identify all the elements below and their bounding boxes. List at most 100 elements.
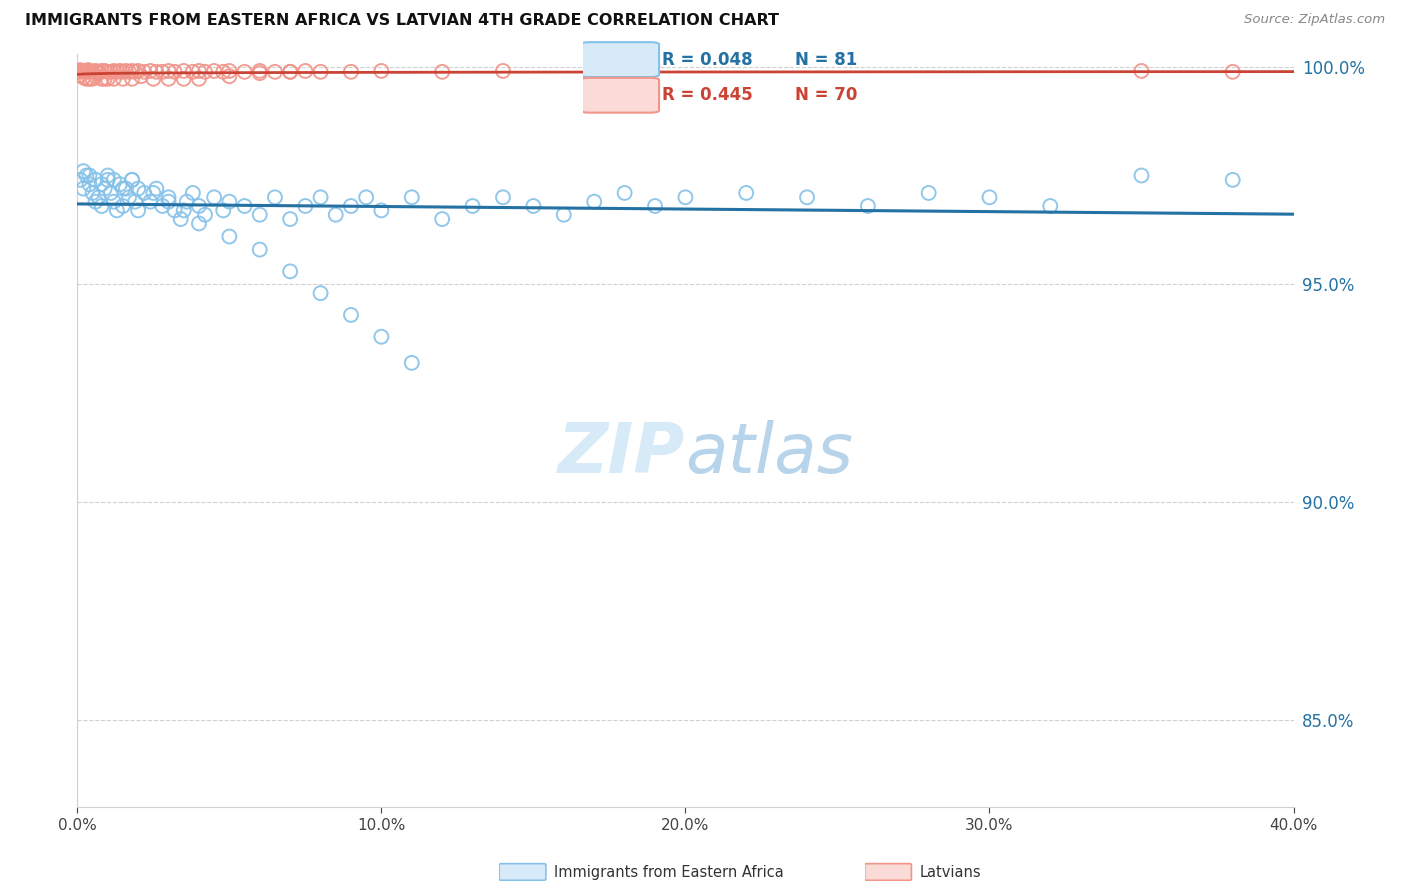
Point: [173, 203, 195, 218]
Point: [111, 71, 134, 86]
Point: [145, 65, 167, 79]
Text: atlas: atlas: [686, 419, 853, 486]
Point: [354, 190, 377, 204]
Point: [127, 64, 149, 78]
Point: [121, 71, 143, 86]
Point: [121, 173, 143, 187]
Point: [75, 71, 97, 86]
Point: [157, 190, 180, 204]
Point: [1130, 169, 1153, 183]
Point: [370, 329, 392, 343]
Point: [176, 194, 198, 209]
Point: [103, 173, 125, 187]
Point: [218, 64, 240, 78]
Point: [105, 203, 128, 218]
Point: [100, 65, 122, 79]
Point: [796, 190, 818, 204]
Point: [142, 186, 165, 200]
Point: [72, 64, 94, 78]
FancyBboxPatch shape: [499, 863, 546, 880]
Text: R = 0.445: R = 0.445: [662, 87, 752, 104]
Point: [69, 173, 91, 187]
Point: [249, 64, 271, 78]
Point: [212, 203, 235, 218]
Point: [194, 65, 217, 79]
Point: [84, 173, 107, 187]
Point: [233, 65, 256, 79]
Point: [202, 190, 225, 204]
Text: R = 0.048: R = 0.048: [662, 51, 752, 69]
Point: [82, 71, 104, 86]
Point: [157, 71, 180, 86]
Point: [370, 203, 392, 218]
Point: [163, 203, 186, 218]
Point: [77, 63, 100, 78]
Point: [325, 208, 347, 222]
Point: [735, 186, 758, 200]
Point: [79, 178, 101, 192]
Point: [118, 65, 141, 79]
Text: Source: ZipAtlas.com: Source: ZipAtlas.com: [1244, 13, 1385, 27]
Point: [1222, 173, 1244, 187]
Point: [152, 199, 174, 213]
Point: [90, 199, 112, 213]
Point: [202, 64, 225, 78]
Point: [918, 186, 941, 200]
Point: [173, 64, 195, 78]
Point: [294, 199, 316, 213]
Point: [553, 208, 575, 222]
Point: [340, 308, 363, 322]
Point: [84, 194, 107, 209]
Point: [121, 173, 143, 187]
Point: [1039, 199, 1062, 213]
Point: [188, 71, 211, 86]
Point: [249, 243, 271, 257]
Point: [173, 71, 195, 86]
FancyBboxPatch shape: [865, 863, 911, 880]
Point: [90, 178, 112, 192]
Text: Immigrants from Eastern Africa: Immigrants from Eastern Africa: [554, 865, 783, 880]
Point: [432, 65, 454, 79]
Point: [294, 64, 316, 78]
Point: [152, 65, 174, 79]
Point: [93, 64, 115, 78]
Point: [309, 286, 332, 301]
Point: [278, 65, 301, 79]
Point: [72, 70, 94, 85]
Point: [97, 173, 120, 187]
Point: [142, 71, 165, 86]
Point: [93, 71, 115, 86]
Point: [75, 65, 97, 79]
Text: ZIP: ZIP: [558, 419, 686, 486]
Point: [90, 71, 112, 86]
Point: [115, 181, 138, 195]
Point: [111, 181, 134, 195]
Point: [212, 65, 235, 79]
Point: [181, 186, 204, 200]
Point: [583, 194, 606, 209]
Point: [188, 216, 211, 230]
Point: [118, 190, 141, 204]
Point: [72, 181, 94, 195]
Point: [157, 194, 180, 209]
Point: [432, 212, 454, 227]
Point: [188, 199, 211, 213]
Point: [401, 190, 423, 204]
Text: IMMIGRANTS FROM EASTERN AFRICA VS LATVIAN 4TH GRADE CORRELATION CHART: IMMIGRANTS FROM EASTERN AFRICA VS LATVIA…: [25, 13, 779, 29]
Point: [613, 186, 636, 200]
Point: [82, 186, 104, 200]
Point: [145, 181, 167, 195]
Point: [84, 64, 107, 78]
Text: Latvians: Latvians: [920, 865, 981, 880]
Point: [70, 64, 93, 78]
Point: [134, 186, 156, 200]
Point: [522, 199, 544, 213]
Point: [644, 199, 666, 213]
Point: [856, 199, 879, 213]
Point: [278, 65, 301, 79]
FancyBboxPatch shape: [581, 42, 659, 77]
Point: [188, 64, 211, 78]
Point: [129, 69, 152, 83]
Point: [461, 199, 484, 213]
Point: [124, 65, 146, 79]
